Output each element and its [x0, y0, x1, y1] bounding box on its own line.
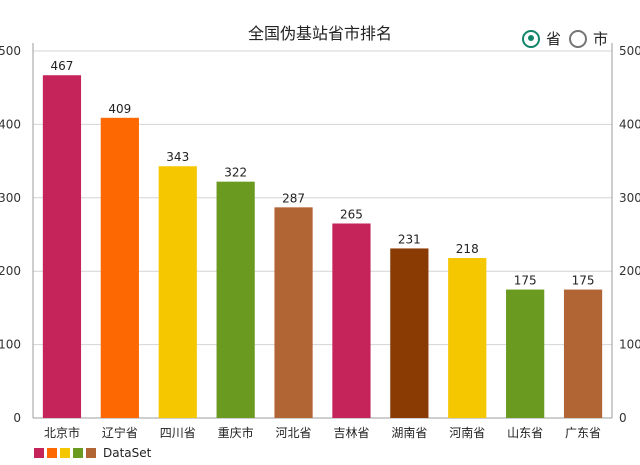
legend-swatch	[60, 448, 70, 458]
x-tick-label: 北京市	[44, 425, 80, 440]
bar	[42, 75, 82, 419]
legend: DataSet	[34, 446, 151, 460]
y-tick-label-left: 100	[0, 338, 21, 352]
legend-swatch	[73, 448, 83, 458]
data-label: 218	[456, 242, 479, 256]
x-tick-label: 河北省	[276, 426, 312, 440]
bar	[563, 289, 603, 418]
legend-swatch	[34, 448, 44, 458]
x-tick-label: 广东省	[565, 426, 601, 440]
y-tick-label-left: 200	[0, 264, 21, 278]
data-label: 175	[572, 274, 595, 288]
data-label: 343	[166, 150, 189, 164]
bar	[274, 207, 313, 418]
bar	[390, 248, 429, 418]
radio-city-label[interactable]: 市	[593, 30, 609, 48]
y-tick-label-left: 300	[0, 191, 21, 205]
province-city-toggle[interactable]: 省 市	[522, 28, 616, 49]
data-label: 175	[514, 274, 537, 288]
x-tick-label: 重庆市	[218, 425, 254, 440]
data-label: 265	[340, 207, 363, 221]
y-tick-label-right: 0	[619, 411, 627, 425]
chart-title: 全国伪基站省市排名	[247, 24, 392, 43]
x-tick-label: 河南省	[449, 425, 485, 440]
y-tick-label-right: 400	[619, 117, 640, 131]
data-label: 409	[108, 102, 131, 116]
radio-city[interactable]	[569, 29, 588, 48]
y-tick-label-left: 0	[13, 411, 21, 425]
bar	[158, 166, 197, 418]
y-tick-label-right: 300	[619, 191, 640, 205]
radio-province-label[interactable]: 省	[546, 30, 562, 48]
x-tick-label: 辽宁省	[102, 425, 138, 440]
x-tick-label: 四川省	[160, 426, 196, 440]
legend-swatch	[86, 448, 96, 458]
data-label: 322	[224, 166, 247, 180]
x-tick-label: 吉林省	[333, 426, 369, 440]
legend-label: DataSet	[103, 446, 152, 460]
bar	[506, 289, 545, 418]
bar	[448, 257, 487, 418]
y-tick-label-right: 500	[619, 44, 640, 58]
y-tick-label-left: 400	[0, 117, 21, 131]
bar	[100, 117, 139, 418]
legend-swatch	[47, 448, 57, 458]
y-tick-label-right: 200	[619, 264, 640, 278]
bar	[332, 223, 371, 418]
x-tick-label: 山东省	[507, 426, 543, 440]
bar	[216, 181, 255, 418]
x-tick-label: 湖南省	[391, 425, 427, 440]
y-tick-label-left: 500	[0, 44, 21, 58]
data-label: 287	[282, 191, 305, 205]
data-label: 467	[50, 59, 73, 73]
data-label: 231	[398, 232, 421, 246]
y-tick-label-right: 100	[619, 338, 640, 352]
legend-swatches	[34, 448, 99, 458]
radio-province[interactable]	[522, 29, 540, 48]
